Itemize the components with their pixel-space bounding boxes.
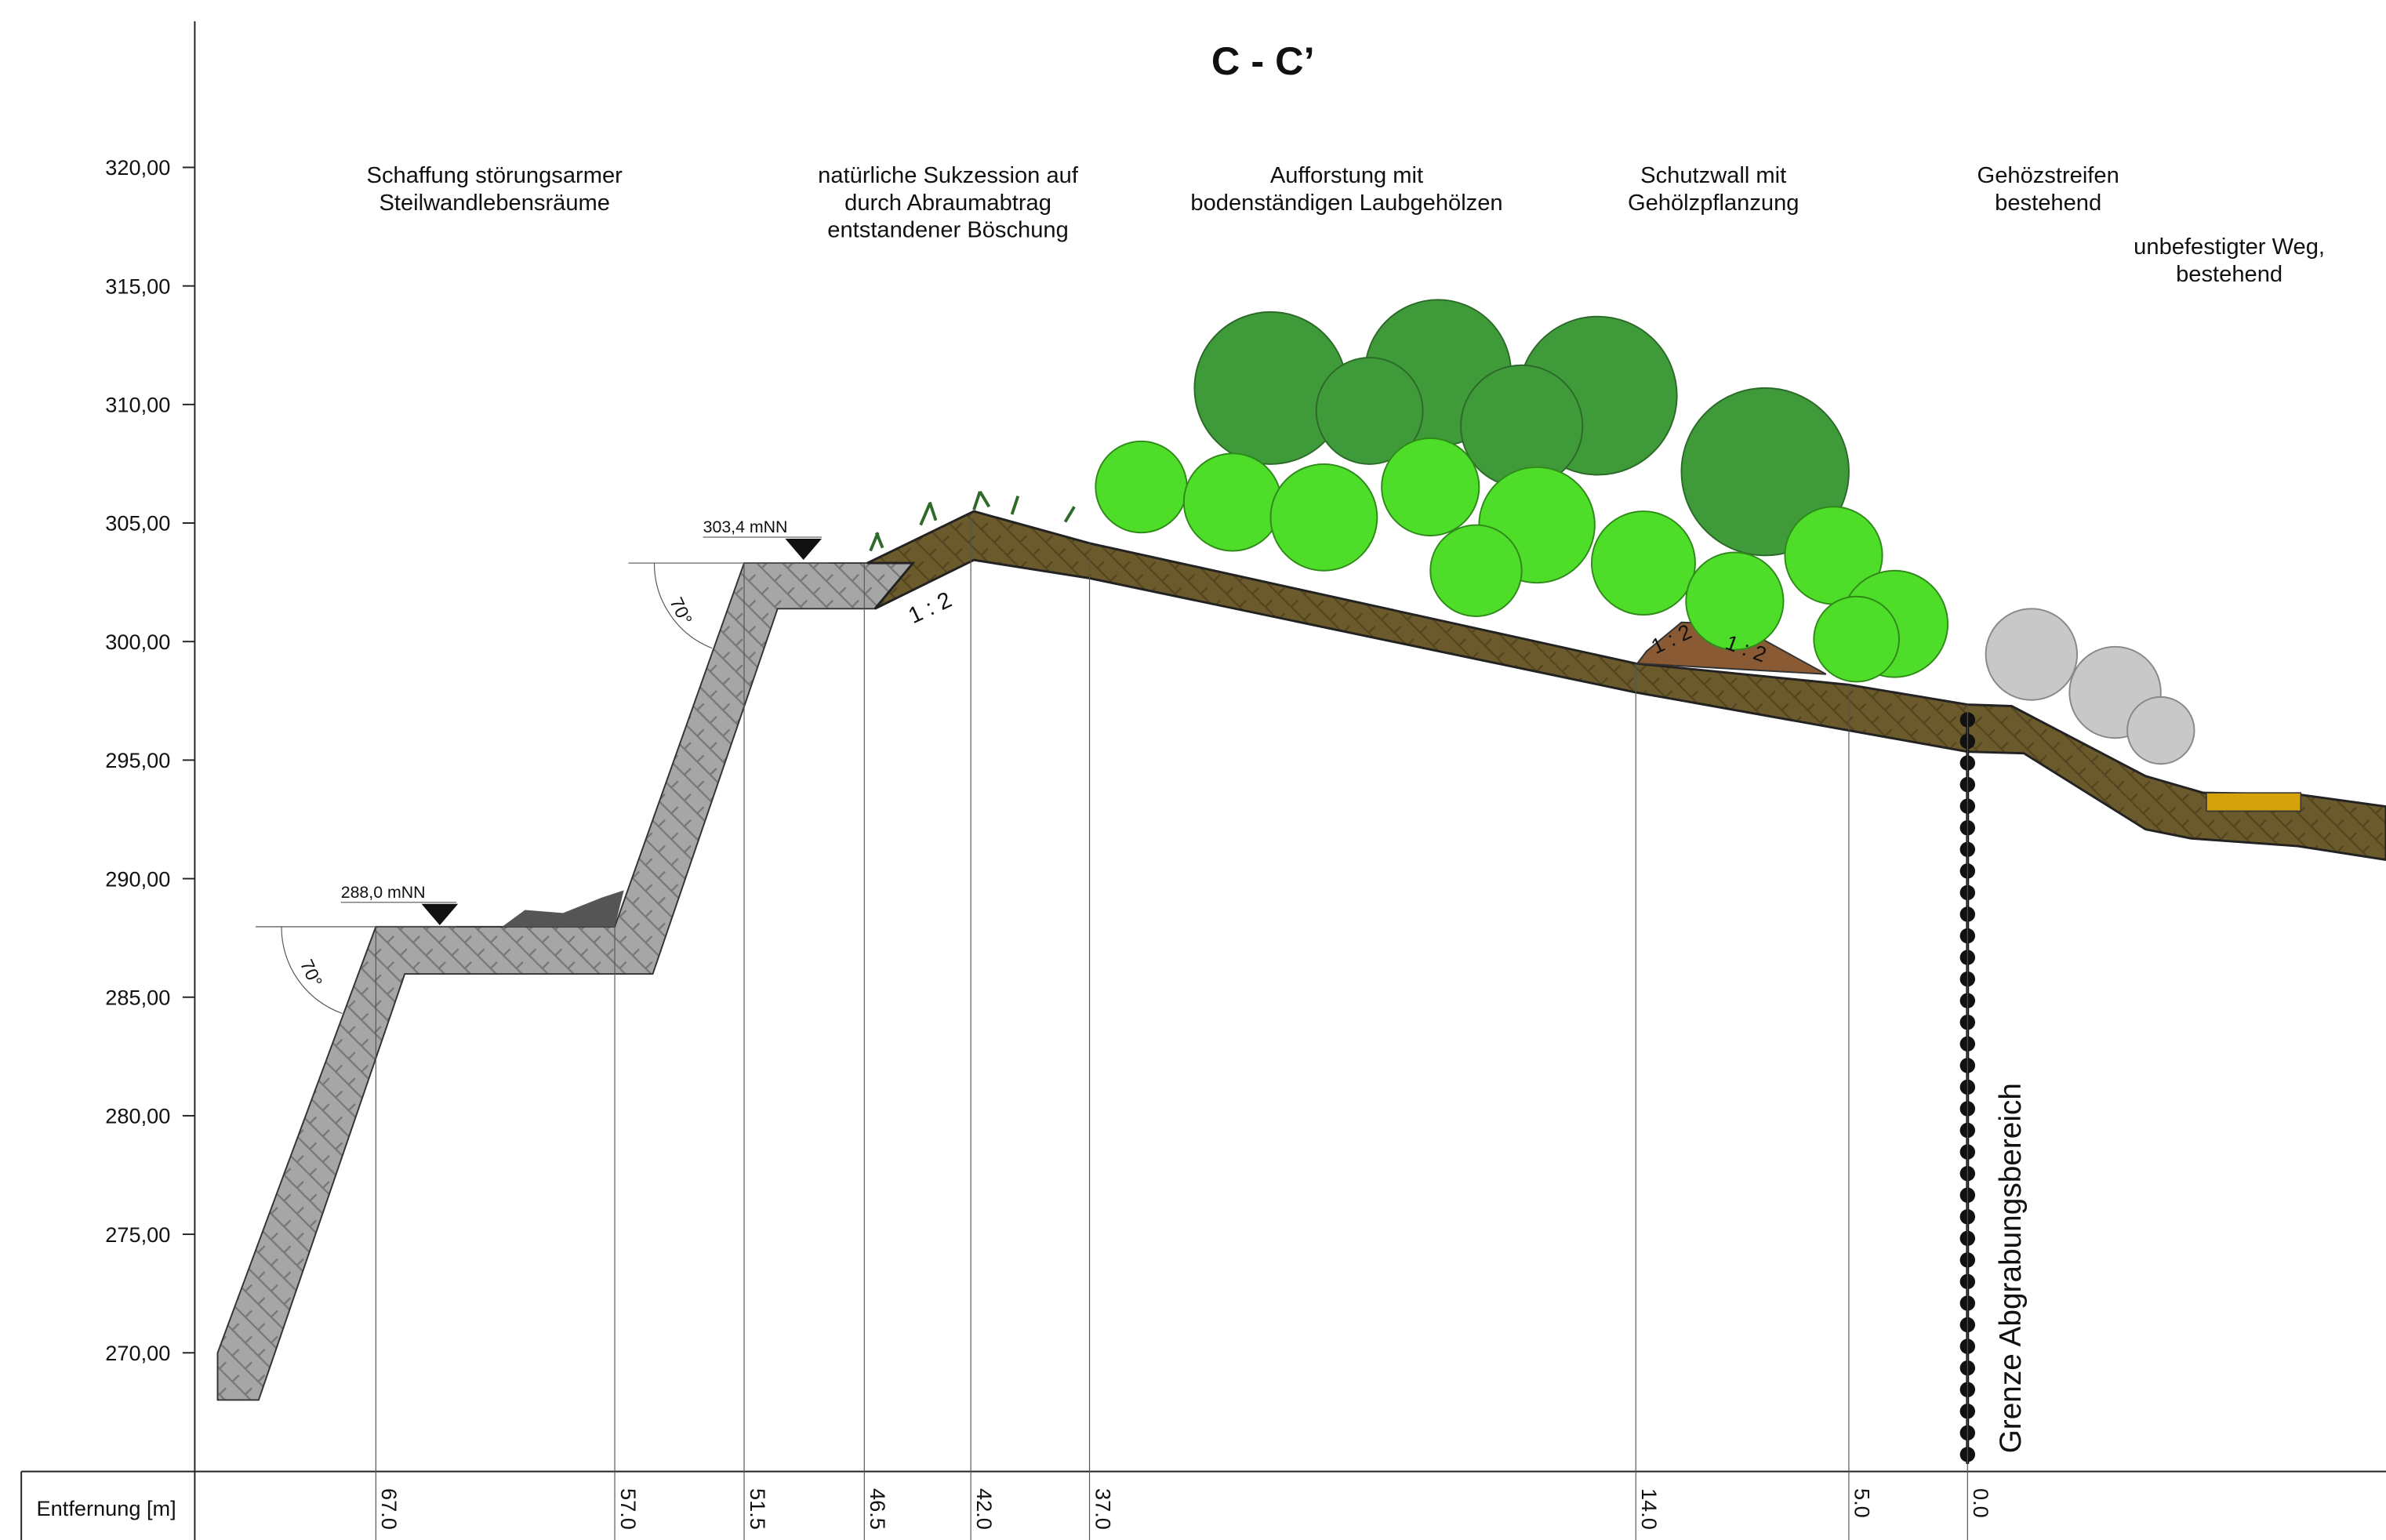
- slope-label: 1 : 2: [905, 587, 956, 629]
- annotation: bodenständigen Laubgehölzen: [1190, 191, 1502, 216]
- level-label: 303,4 mNN: [703, 518, 788, 536]
- rubble: [502, 890, 623, 927]
- distance-label: 37.0: [1091, 1488, 1115, 1530]
- elevation-label: 300,00: [105, 630, 170, 654]
- level-marker: [422, 904, 459, 925]
- annotation: Gehözstreifen: [1977, 163, 2119, 188]
- distance-label: 51.5: [746, 1488, 770, 1530]
- distance-label: 46.5: [866, 1488, 890, 1530]
- elevation-label: 285,00: [105, 985, 170, 1009]
- distance-label: 5.0: [1850, 1488, 1875, 1518]
- annotations: Schaffung störungsarmer Steilwandlebensrä…: [367, 163, 2325, 287]
- distance-label: 42.0: [972, 1488, 997, 1530]
- angle-label: 70°: [666, 594, 695, 628]
- elevation-label: 310,00: [105, 393, 170, 417]
- elevation-label: 290,00: [105, 866, 170, 891]
- distance-label: 67.0: [377, 1488, 401, 1530]
- elevation-label: 280,00: [105, 1104, 170, 1128]
- annotation: durch Abraumabtrag: [844, 191, 1051, 216]
- elevation-label: 320,00: [105, 155, 170, 180]
- table-header: Entfernung [m]: [37, 1496, 176, 1520]
- elevation-label: 275,00: [105, 1222, 170, 1247]
- annotation: Gehölzpflanzung: [1628, 191, 1799, 216]
- annotation: entstandener Böschung: [827, 218, 1069, 243]
- annotation: bestehend: [2176, 262, 2282, 287]
- level-label: 288,0 mNN: [341, 883, 426, 902]
- distance-label: 14.0: [1637, 1488, 1661, 1530]
- angle-label: 70°: [296, 957, 326, 990]
- boundary-label: Grenze Abgrabungsbereich: [1994, 1083, 2028, 1453]
- annotation: Schutzwall mit: [1640, 163, 1786, 188]
- cross-section: Entfernung [m] 320,00315,00310,00305,003…: [0, 0, 2386, 1540]
- annotation: natürliche Sukzession auf: [818, 163, 1079, 188]
- level-marker: [785, 539, 822, 560]
- distance-label: 0.0: [1969, 1488, 1993, 1518]
- elevation-label: 315,00: [105, 274, 170, 298]
- title: C - C’: [1211, 38, 1315, 83]
- annotation: Steilwandlebensräume: [379, 191, 610, 216]
- annotation: unbefestigter Weg,: [2134, 234, 2325, 260]
- distance-label: 57.0: [616, 1488, 641, 1530]
- path: [2206, 793, 2301, 811]
- annotation: Aufforstung mit: [1270, 163, 1423, 188]
- elevation-label: 270,00: [105, 1341, 170, 1365]
- elevation-label: 295,00: [105, 748, 170, 772]
- elevation-ticks: 320,00 315,00 310,00 305,00 300,00 295,00 290,…: [105, 155, 194, 1365]
- annotation: Schaffung störungsarmer: [367, 163, 623, 188]
- annotation: bestehend: [1995, 191, 2101, 216]
- elevation-label: 305,00: [105, 511, 170, 536]
- distances: 67.0 57.0 51.5 46.5 42.0 37.0 14.0 5.0 0.0: [376, 518, 1993, 1540]
